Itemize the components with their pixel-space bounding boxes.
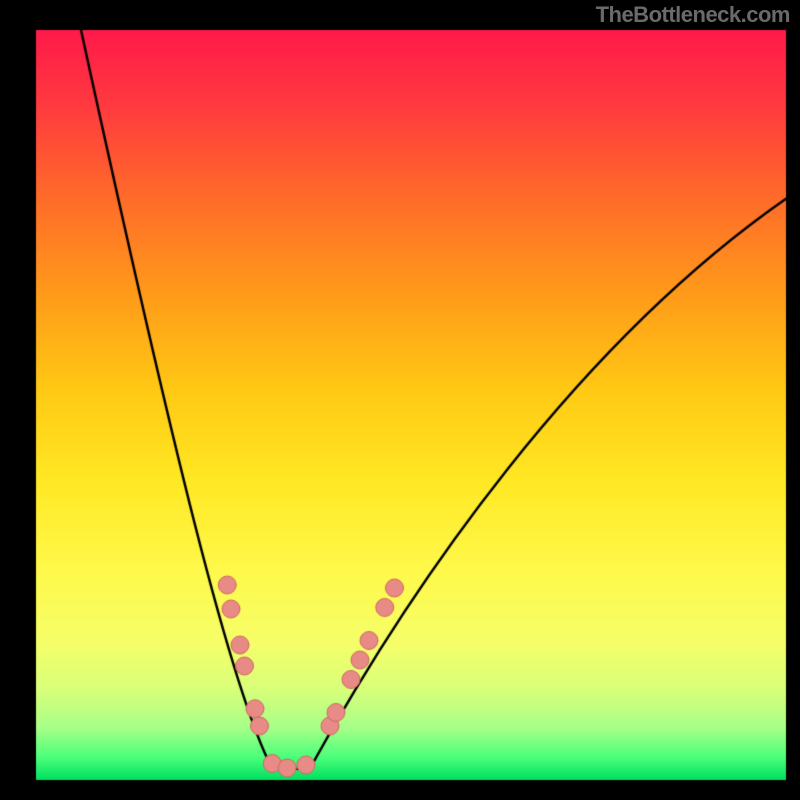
watermark-text: TheBottleneck.com bbox=[596, 2, 790, 28]
bottleneck-curve-plot bbox=[0, 0, 800, 800]
chart-container: TheBottleneck.com bbox=[0, 0, 800, 800]
